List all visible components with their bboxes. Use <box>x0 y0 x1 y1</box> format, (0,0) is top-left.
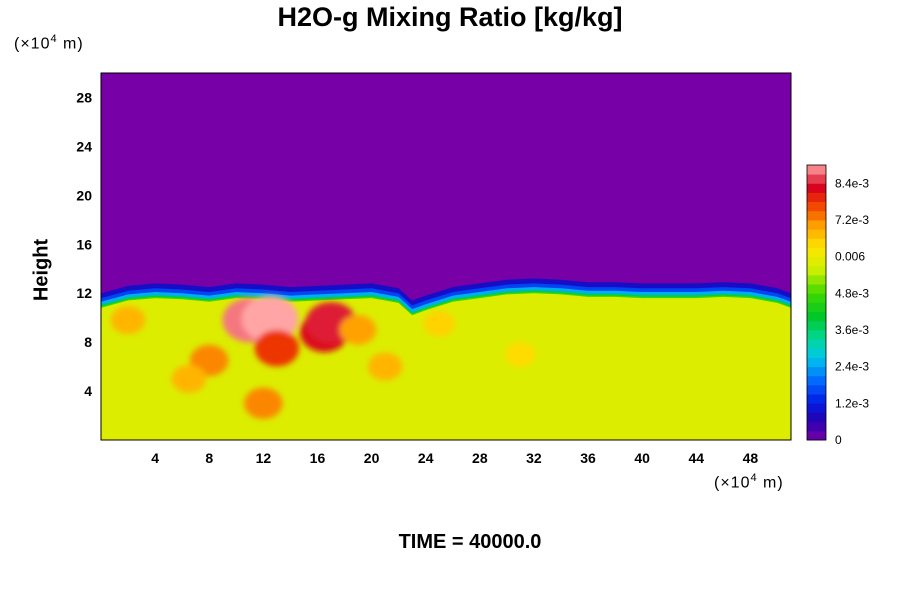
colorbar-tick-label: 0 <box>835 433 842 447</box>
moist-patch-8 <box>339 315 377 345</box>
colorbar-segment <box>807 330 826 340</box>
x-tick-label: 40 <box>634 450 650 466</box>
y-unit-suffix: m) <box>57 35 84 53</box>
colorbar-segment <box>807 357 826 368</box>
x-tick-label: 28 <box>472 450 488 466</box>
colorbar-segment <box>807 293 826 303</box>
y-unit-exponent: 4 <box>50 33 58 45</box>
colorbar-segment <box>807 275 826 285</box>
colorbar-segment <box>807 284 826 294</box>
x-tick-label: 36 <box>580 450 596 466</box>
colorbar-segment <box>807 339 826 349</box>
colorbar-segment <box>807 238 826 248</box>
plot-area <box>101 73 791 440</box>
x-tick-label: 32 <box>526 450 542 466</box>
colorbar-segment <box>807 394 826 404</box>
x-tick-label: 44 <box>689 450 705 466</box>
colorbar-segment <box>807 430 826 441</box>
x-axis-unit: (×104 m) <box>714 472 784 492</box>
y-axis-unit: (×104 m) <box>14 33 84 53</box>
x-unit-prefix: (×10 <box>714 474 751 492</box>
colorbar-tick-label: 2.4e-3 <box>835 360 869 374</box>
colorbar-segment <box>807 366 826 377</box>
colorbar-tick-label: 3.6e-3 <box>835 323 869 337</box>
colorbar-tick-label: 4.8e-3 <box>835 286 869 300</box>
x-unit-exponent: 4 <box>750 472 758 484</box>
y-axis-ticks: 4 8 12 16 20 24 28 <box>76 89 92 399</box>
colorbar: 0 1.2e-3 2.4e-3 3.6e-3 4.8e-3 0.006 7.2e-3 8.4e… <box>806 164 869 447</box>
y-tick-label: 4 <box>84 383 92 399</box>
x-tick-label: 8 <box>205 450 213 466</box>
y-tick-label: 8 <box>84 334 92 350</box>
plot-frame <box>100 72 792 441</box>
moist-patch-6 <box>171 364 207 393</box>
colorbar-tick-label: 1.2e-3 <box>835 396 869 410</box>
moist-patch-10 <box>110 306 146 335</box>
x-tick-label: 24 <box>418 450 434 466</box>
time-label: TIME = 40000.0 <box>398 531 542 553</box>
moist-patch-9 <box>367 352 403 381</box>
moist-patch-12 <box>505 341 536 367</box>
moist-patch-11 <box>423 310 455 337</box>
colorbar-segment <box>807 192 826 203</box>
colorbar-segment <box>807 165 826 175</box>
x-tick-label: 16 <box>310 450 326 466</box>
colorbar-segment <box>807 265 826 276</box>
x-tick-label: 4 <box>151 450 159 466</box>
colorbar-segment <box>807 183 826 193</box>
y-tick-label: 20 <box>76 187 92 203</box>
x-tick-label: 12 <box>256 450 272 466</box>
colorbar-segment <box>807 385 826 395</box>
moist-patch-2 <box>254 330 300 367</box>
moist-patch-1 <box>241 295 299 342</box>
y-tick-label: 28 <box>76 89 92 105</box>
colorbar-segment <box>807 421 826 432</box>
colorbar-segment <box>807 412 826 423</box>
colorbar-segment <box>807 348 826 358</box>
colorbar-segment <box>807 201 826 212</box>
moist-patches <box>110 295 536 419</box>
colorbar-frame <box>806 164 827 441</box>
x-tick-label: 20 <box>364 450 380 466</box>
colorbar-segment <box>807 174 826 184</box>
colorbar-segment <box>807 256 826 267</box>
y-tick-label: 16 <box>76 236 92 252</box>
y-unit-prefix: (×10 <box>14 35 51 53</box>
colorbar-segment <box>807 375 826 386</box>
y-tick-label: 24 <box>76 138 92 154</box>
colorbar-segment <box>807 229 826 239</box>
colorbar-tick-label: 7.2e-3 <box>835 213 869 227</box>
chart-title: H2O-g Mixing Ratio [kg/kg] <box>277 2 623 32</box>
colorbar-segment <box>807 403 826 413</box>
moist-patch-7 <box>244 387 283 419</box>
colorbar-segment <box>807 247 826 258</box>
colorbar-segment <box>807 311 826 322</box>
x-axis-ticks: 4 8 12 16 20 24 28 32 36 40 44 48 <box>151 450 758 466</box>
colorbar-segment <box>807 302 826 313</box>
colorbar-segment <box>807 210 826 221</box>
colorbar-segment <box>807 320 826 331</box>
colorbar-tick-label: 0.006 <box>835 250 865 264</box>
x-tick-label: 48 <box>743 450 759 466</box>
colorbar-segment <box>807 220 826 230</box>
x-unit-suffix: m) <box>757 474 784 492</box>
colorbar-tick-label: 8.4e-3 <box>835 176 869 190</box>
y-tick-label: 12 <box>76 285 92 301</box>
